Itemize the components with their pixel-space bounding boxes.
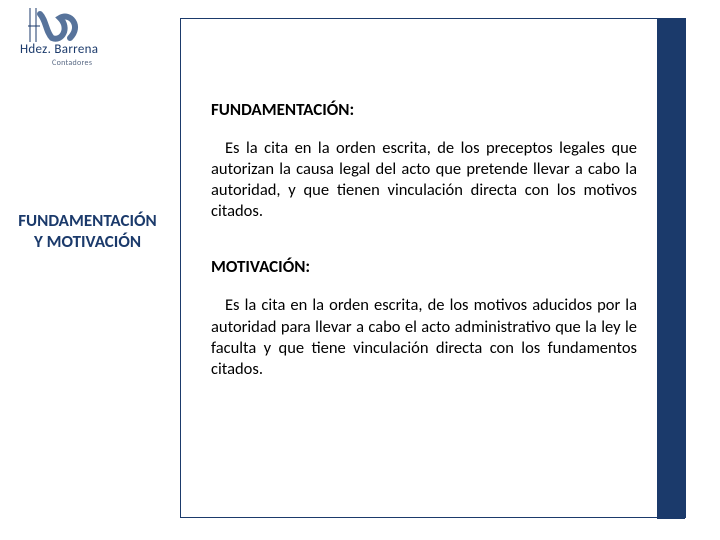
side-title-line2: Y MOTIVACIÓN: [34, 231, 141, 252]
content-frame: FUNDAMENTACIÓN: Es la cita en la orden e…: [180, 18, 686, 518]
paragraph-fundamentacion: Es la cita en la orden escrita, de los p…: [211, 138, 637, 222]
paragraph-motivacion: Es la cita en la orden escrita, de los m…: [211, 295, 637, 379]
right-accent-bar: [657, 19, 685, 519]
side-section-title: FUNDAMENTACIÓN Y MOTIVACIÓN: [0, 210, 175, 253]
heading-fundamentacion: FUNDAMENTACIÓN:: [211, 99, 637, 120]
brand-logo-text: Hdez. Barrena: [20, 42, 98, 57]
side-title-line1: FUNDAMENTACIÓN: [18, 210, 156, 231]
brand-logo: Hdez. Barrena Contadores: [10, 8, 160, 68]
heading-motivacion: MOTIVACIÓN:: [211, 256, 637, 277]
content-inner: FUNDAMENTACIÓN: Es la cita en la orden e…: [181, 19, 685, 444]
brand-logo-subtext: Contadores: [52, 58, 92, 68]
